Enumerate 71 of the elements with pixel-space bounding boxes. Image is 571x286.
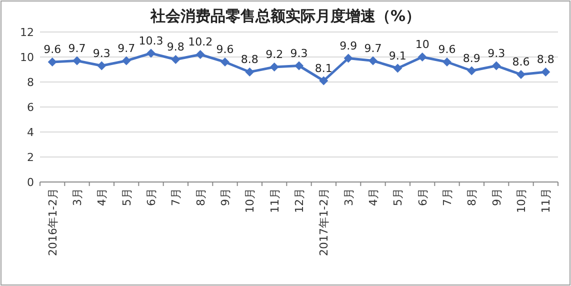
point [245, 68, 254, 76]
x-tick-label: 9月 [490, 188, 504, 206]
point [344, 54, 353, 63]
y-tick-label: 12 [20, 26, 34, 39]
data-label: 9.3 [488, 46, 506, 60]
point [171, 55, 180, 64]
data-label: 8.8 [536, 53, 554, 66]
x-tick-label: 8月 [194, 188, 208, 206]
point [220, 58, 230, 66]
data-label: 8.8 [240, 53, 258, 66]
point [492, 61, 501, 70]
point [442, 58, 452, 66]
data-label: 10 [415, 38, 430, 51]
data-label: 9.2 [266, 48, 284, 61]
x-tick-label: 4月 [367, 188, 380, 206]
x-tick-label: 9月 [219, 188, 232, 206]
data-label: 9.6 [216, 43, 234, 56]
point [467, 66, 476, 76]
x-tick-label: 4月 [96, 188, 109, 206]
x-tick-label: 2016年1-2月 [46, 188, 60, 256]
point [72, 56, 82, 66]
data-label: 10.2 [188, 36, 213, 48]
point [368, 56, 378, 66]
y-tick-label: 8 [27, 76, 34, 89]
point [319, 76, 328, 86]
point [516, 70, 526, 79]
x-tick-label: 7月 [170, 188, 183, 206]
point [393, 64, 402, 73]
data-label: 9.7 [118, 42, 136, 55]
x-tick-label: 11月 [268, 188, 282, 213]
y-tick-label: 6 [27, 101, 34, 114]
data-label: 9.9 [340, 39, 358, 52]
data-label: 8.1 [314, 62, 332, 75]
y-tick-label: 10 [20, 51, 34, 64]
x-tick-label: 3月 [342, 188, 356, 206]
point [541, 68, 550, 76]
data-label: 10.3 [138, 34, 164, 48]
x-tick-label: 6月 [416, 188, 430, 206]
point [97, 61, 106, 70]
point [418, 52, 427, 62]
y-tick-label: 4 [27, 126, 34, 139]
y-tick-label: 0 [27, 176, 34, 189]
y-tick-label: 2 [27, 151, 34, 164]
x-tick-label: 2017年1-2月 [318, 188, 331, 256]
data-label: 8.9 [462, 52, 480, 65]
x-tick-label: 10月 [244, 188, 257, 213]
data-label: 9.8 [166, 40, 184, 54]
data-label: 9.6 [44, 43, 62, 56]
point [48, 58, 57, 66]
x-tick-label: 12月 [293, 188, 306, 213]
x-tick-label: 11月 [540, 188, 553, 213]
data-label: 9.6 [438, 43, 456, 56]
point [146, 48, 156, 58]
data-label: 9.7 [364, 42, 382, 55]
point [122, 56, 131, 66]
data-label: 9.3 [92, 46, 110, 60]
chart-title: 社会消费品零售总额实际月度增速（%） [149, 7, 421, 25]
x-tick-label: 3月 [71, 188, 84, 206]
data-label: 9.1 [388, 49, 406, 62]
x-tick-label: 7月 [441, 188, 454, 206]
data-label: 8.6 [512, 56, 530, 68]
data-label: 9.7 [68, 42, 86, 55]
point [270, 62, 279, 72]
x-tick-label: 8月 [466, 188, 479, 206]
point [294, 61, 304, 70]
x-tick-label: 10月 [515, 188, 528, 213]
x-tick-label: 6月 [145, 188, 158, 206]
data-label: 9.3 [290, 46, 308, 60]
x-tick-label: 5月 [120, 188, 134, 206]
point [196, 50, 205, 59]
x-tick-label: 5月 [392, 188, 405, 206]
